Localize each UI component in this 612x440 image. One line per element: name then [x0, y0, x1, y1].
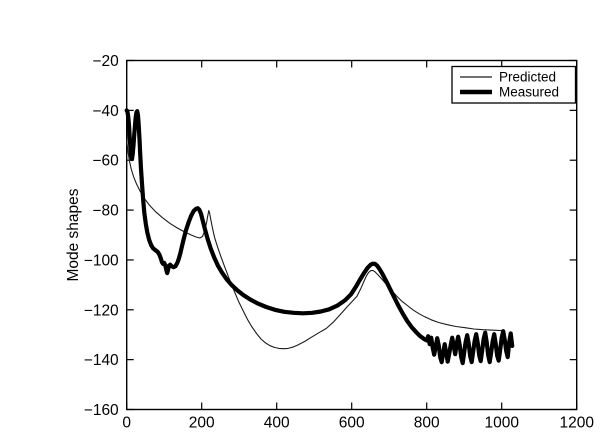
legend-box — [451, 65, 577, 104]
axis-tick-labels: 0 200 400 600 800 1000 1200 −160 −140 −120 −100 −80… — [84, 53, 595, 432]
x-tick-label: 200 — [189, 415, 215, 432]
y-tick-label: −120 — [84, 302, 119, 319]
x-tick-label: 600 — [339, 415, 365, 432]
x-tick-label: 400 — [264, 415, 290, 432]
axis-ticks — [126, 59, 578, 411]
y-tick-label: −160 — [84, 402, 119, 419]
y-tick-label: −140 — [84, 352, 119, 369]
x-tick-label: 800 — [414, 415, 440, 432]
y-tick-label: −40 — [92, 103, 119, 120]
legend-label-predicted: Predicted — [499, 70, 556, 85]
y-tick-label: −20 — [92, 53, 119, 70]
y-tick-label: −80 — [92, 203, 119, 220]
x-tick-label: 1200 — [559, 415, 594, 432]
y-axis-label: Mode shapes — [65, 188, 82, 281]
series-lines — [124, 108, 515, 366]
y-tick-label: −60 — [92, 153, 119, 170]
y-tick-label: −100 — [84, 252, 119, 269]
legend-label-measured: Measured — [499, 85, 559, 100]
x-tick-label: 0 — [122, 415, 131, 432]
legend: Predicted Measured — [451, 65, 577, 104]
x-tick-label: 1000 — [484, 415, 519, 432]
measured-line — [124, 108, 515, 366]
